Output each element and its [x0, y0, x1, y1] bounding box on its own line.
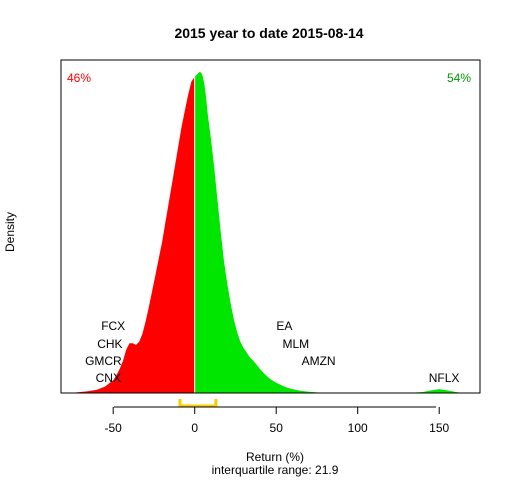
chart-subtitle: interquartile range: 21.9: [212, 463, 339, 477]
x-tick-label: 150: [429, 421, 449, 435]
negative-returns-area: [64, 76, 195, 394]
annotation-chk: CHK: [97, 337, 122, 351]
x-axis-label: Return (%): [246, 450, 304, 464]
plot-frame: [60, 59, 481, 394]
chart-title: 2015 year to date 2015-08-14: [174, 25, 363, 41]
annotation-ea: EA: [276, 319, 292, 333]
x-tick-label: -50: [105, 421, 123, 435]
annotation-fcx: FCX: [101, 319, 125, 333]
x-axis: -50 0 50 100 150: [105, 406, 450, 435]
annotation-nflx: NFLX: [429, 371, 460, 385]
x-tick-label: 0: [191, 421, 198, 435]
x-tick-label: 100: [348, 421, 368, 435]
annotation-mlm: MLM: [282, 337, 309, 351]
negative-share-label: 46%: [67, 71, 91, 85]
iqr-bracket-line: [178, 399, 218, 408]
annotation-amzn: AMZN: [302, 354, 336, 368]
x-tick-label: 50: [270, 421, 284, 435]
positive-returns-area: [194, 72, 480, 393]
iqr-bracket: [178, 399, 218, 408]
positive-share-label: 54%: [447, 71, 471, 85]
annotation-gmcr: GMCR: [85, 354, 122, 368]
density-areas: [64, 72, 480, 394]
annotation-cnx: CNX: [96, 371, 121, 385]
ticker-annotations: FCX CHK GMCR CNX EA MLM AMZN NFLX: [85, 319, 459, 385]
y-axis-label: Density: [3, 212, 17, 252]
